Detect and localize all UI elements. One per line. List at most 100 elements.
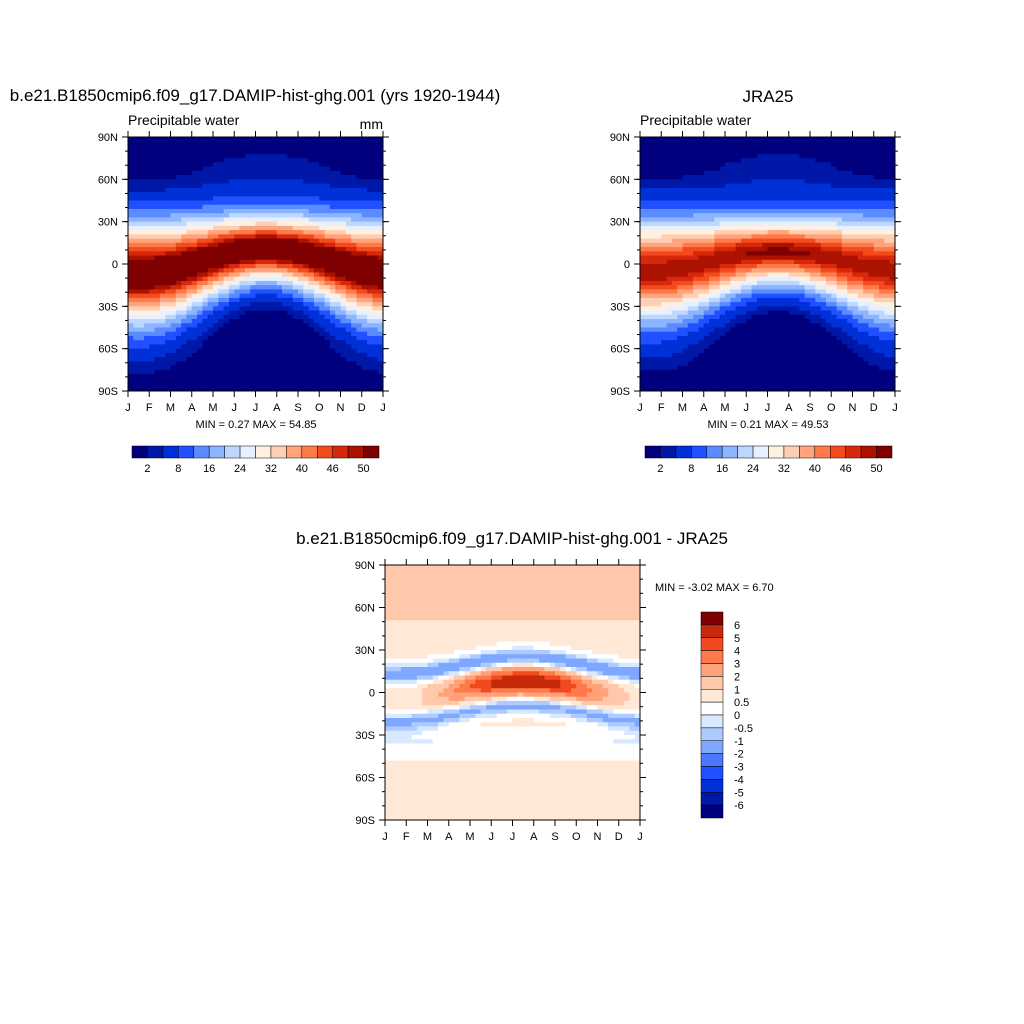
- panel-model-cell: [308, 340, 315, 346]
- panel-reanalysis-cell: [831, 137, 838, 142]
- panel-reanalysis-cell: [788, 230, 795, 235]
- panel-model-y-tick-label: 30S: [98, 301, 118, 313]
- panel-model-cell: [367, 302, 373, 307]
- panel-model-cell: [271, 357, 278, 362]
- panel-model-cell: [133, 141, 140, 147]
- panel-model-cell: [186, 196, 193, 202]
- panel-model-cell: [175, 314, 182, 320]
- panel-reanalysis-cell: [762, 149, 769, 155]
- panel-model-cell: [313, 327, 320, 333]
- panel-reanalysis-cell: [889, 196, 895, 202]
- panel-reanalysis-cell: [772, 158, 779, 163]
- panel-model-cell: [292, 183, 299, 189]
- panel-model-cell: [345, 319, 352, 324]
- panel-reanalysis-cell: [655, 208, 662, 214]
- panel-model-cell: [228, 344, 235, 350]
- panel-reanalysis-cell: [725, 217, 731, 223]
- panel-model-cell: [271, 166, 278, 172]
- panel-model-cell: [186, 382, 193, 388]
- panel-reanalysis-cell: [714, 170, 721, 176]
- panel-model-cell: [207, 196, 214, 202]
- panel-model-cell: [367, 247, 373, 252]
- panel-model-cell: [329, 335, 336, 341]
- panel-reanalysis-cell: [693, 158, 700, 163]
- panel-model-cell: [260, 200, 267, 206]
- panel-model-cell: [367, 331, 373, 337]
- panel-reanalysis-cell: [735, 204, 742, 210]
- panel-reanalysis-cell: [709, 170, 715, 176]
- panel-model-cell: [191, 331, 198, 337]
- panel-reanalysis-cell: [889, 302, 895, 307]
- panel-model-cell: [165, 285, 172, 290]
- panel-reanalysis-cell: [868, 149, 875, 155]
- panel-model-cell: [149, 276, 156, 282]
- panel-reanalysis-cell: [677, 247, 684, 252]
- panel-model-cell: [186, 242, 193, 248]
- panel-model-cell: [345, 335, 352, 341]
- panel-reanalysis-cell: [783, 293, 790, 299]
- panel-model-cell: [313, 192, 320, 197]
- panel-model-cell: [244, 302, 251, 307]
- panel-model-cell: [175, 162, 182, 168]
- panel-model-cell: [255, 352, 262, 358]
- panel-reanalysis-cell: [719, 247, 726, 252]
- panel-reanalysis-cell: [820, 268, 827, 274]
- panel-model-cell: [239, 289, 246, 295]
- panel-reanalysis-cell: [709, 297, 715, 303]
- panel-reanalysis-cell: [703, 149, 710, 155]
- panel-model-cell: [218, 280, 225, 286]
- panel-model-cell: [340, 319, 347, 324]
- panel-reanalysis-cell: [746, 158, 753, 163]
- panel-model-cell: [260, 323, 267, 329]
- panel-model-cell: [143, 276, 150, 282]
- panel-model-cell: [191, 145, 198, 151]
- panel-model-cell: [197, 331, 203, 337]
- panel-model-cell: [308, 382, 315, 388]
- panel-model-cell: [154, 264, 161, 269]
- panel-model-cell: [197, 382, 203, 388]
- panel-model-cell: [260, 204, 267, 210]
- panel-reanalysis-cell: [661, 166, 668, 172]
- panel-model-cell: [298, 302, 304, 307]
- panel-model-cell: [292, 221, 299, 227]
- panel-model-cell: [282, 319, 288, 324]
- panel-model-cell: [319, 361, 326, 367]
- panel-model-cell: [345, 183, 352, 189]
- panel-model-cell: [319, 208, 326, 214]
- panel-model-cell: [335, 234, 342, 240]
- panel-reanalysis-cell: [756, 200, 763, 206]
- panel-reanalysis-cell: [857, 297, 864, 303]
- panel-model-cell: [239, 221, 246, 227]
- panel-reanalysis-cell: [671, 170, 678, 176]
- panel-reanalysis-cell: [725, 213, 731, 219]
- panel-model-cell: [351, 302, 358, 307]
- panel-reanalysis-cell: [756, 208, 763, 214]
- panel-model-cell: [276, 141, 283, 147]
- panel-reanalysis-cell: [640, 238, 646, 244]
- panel-model-cell: [149, 251, 156, 257]
- panel-model-cell: [250, 306, 257, 312]
- panel-model-cell: [207, 217, 214, 223]
- panel-model-cell: [329, 272, 336, 278]
- panel-reanalysis-cell: [767, 306, 774, 312]
- panel-reanalysis-cell: [751, 225, 758, 231]
- panel-model-cell: [298, 204, 304, 210]
- panel-model-cell: [128, 352, 134, 358]
- panel-model-cell: [181, 170, 188, 176]
- panel-reanalysis-cell: [746, 145, 753, 151]
- panel-model-cell: [239, 153, 246, 159]
- panel-model-cell: [239, 187, 246, 193]
- panel-model-cell: [175, 280, 182, 286]
- panel-model-colorbar-box: [147, 445, 164, 459]
- panel-reanalysis-cell: [693, 234, 700, 240]
- panel-model-cell: [250, 166, 257, 172]
- panel-reanalysis-cell: [698, 213, 705, 219]
- panel-model-cell: [181, 327, 188, 333]
- panel-model-cell: [207, 340, 214, 346]
- panel-model-cell: [218, 238, 225, 244]
- panel-reanalysis-cell: [746, 170, 753, 176]
- panel-model-cell: [165, 200, 172, 206]
- panel-model-cell: [191, 175, 198, 180]
- panel-model-cell: [128, 327, 134, 333]
- panel-model-cell: [335, 348, 342, 354]
